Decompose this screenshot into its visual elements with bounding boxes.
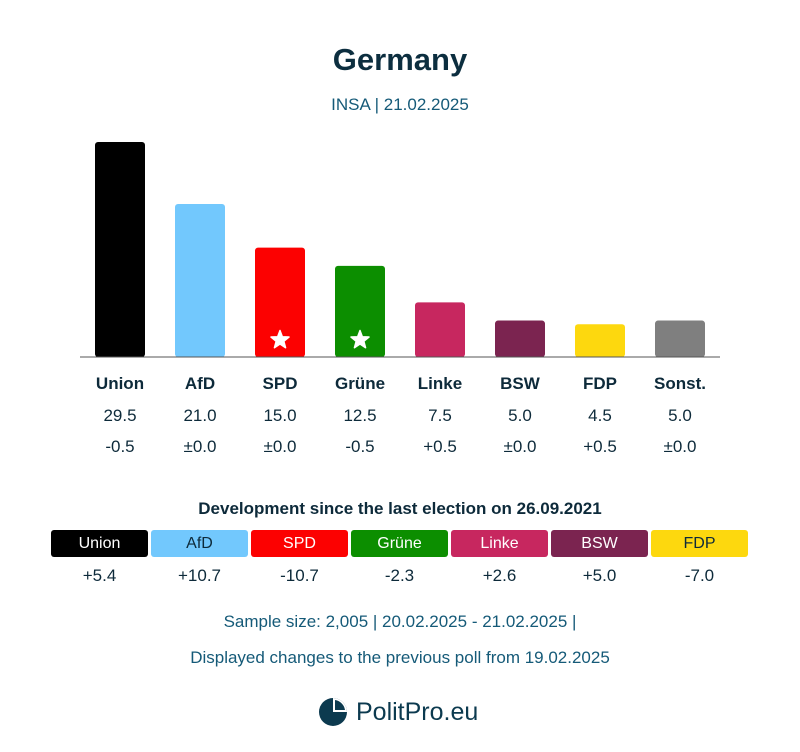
development-party-box: BSW <box>551 530 648 557</box>
party-value-label: 7.5 <box>428 406 452 425</box>
bar-linke[interactable] <box>415 302 465 357</box>
politpro-logo-icon <box>319 698 347 726</box>
bar-spd[interactable] <box>255 247 305 357</box>
party-value-label: 15.0 <box>263 406 297 425</box>
bar-afd[interactable] <box>175 203 225 357</box>
brand-name: PolitPro.eu <box>356 697 479 726</box>
party-name-label: Grüne <box>334 374 386 393</box>
party-change-label: ±0.0 <box>183 437 217 456</box>
party-value-label: 4.5 <box>588 406 612 425</box>
page-title: Germany <box>332 42 468 77</box>
poll-subtitle: INSA | 21.02.2025 <box>331 95 469 114</box>
party-value-label: 5.0 <box>508 406 532 425</box>
party-name-label: BSW <box>500 374 540 393</box>
development-party-box: AfD <box>151 530 248 557</box>
sample-size-text: Sample size: 2,005 | 20.02.2025 - 21.02.… <box>223 612 577 631</box>
development-change-value: +5.0 <box>582 566 617 585</box>
party-value-label: 21.0 <box>183 406 217 425</box>
bar-union[interactable] <box>95 142 145 357</box>
development-change-value: +10.7 <box>177 566 221 585</box>
bar-sonst-[interactable] <box>655 320 705 357</box>
party-name-label: Linke <box>417 374 463 393</box>
party-value-label: 29.5 <box>103 406 137 425</box>
party-change-label: +0.5 <box>423 437 457 456</box>
development-party-box: SPD <box>251 530 348 557</box>
development-change-value: +5.4 <box>82 566 117 585</box>
party-value-label: 5.0 <box>668 406 692 425</box>
bar-fdp[interactable] <box>575 324 625 357</box>
party-change-label: ±0.0 <box>503 437 537 456</box>
star-icon <box>350 329 370 349</box>
changes-note-text: Displayed changes to the previous poll f… <box>190 648 610 667</box>
development-party-box: FDP <box>651 530 748 557</box>
party-change-label: -0.5 <box>345 437 375 456</box>
development-change-value: +2.6 <box>482 566 517 585</box>
bar-chart <box>80 142 720 358</box>
development-party-box: Linke <box>451 530 548 557</box>
party-value-label: 12.5 <box>343 406 377 425</box>
development-change-value: -7.0 <box>684 566 715 585</box>
bar-gr-ne[interactable] <box>335 265 385 357</box>
party-name-label: SPD <box>262 374 298 393</box>
party-change-label: +0.5 <box>583 437 617 456</box>
star-icon <box>270 329 290 349</box>
politpro-logo[interactable]: PolitPro.eu <box>318 696 478 728</box>
development-change-value: -2.3 <box>384 566 415 585</box>
party-change-label: ±0.0 <box>663 437 697 456</box>
bar-bsw[interactable] <box>495 320 545 357</box>
party-name-label: Sonst. <box>654 374 706 393</box>
development-party-box: Union <box>51 530 148 557</box>
party-name-label: FDP <box>583 374 617 393</box>
party-name-label: AfD <box>184 374 216 393</box>
development-change-value: -10.7 <box>280 566 319 585</box>
party-change-label: ±0.0 <box>263 437 297 456</box>
development-party-box: Grüne <box>351 530 448 557</box>
party-change-label: -0.5 <box>105 437 135 456</box>
party-name-label: Union <box>95 374 145 393</box>
development-title: Development since the last election on 2… <box>198 499 602 518</box>
